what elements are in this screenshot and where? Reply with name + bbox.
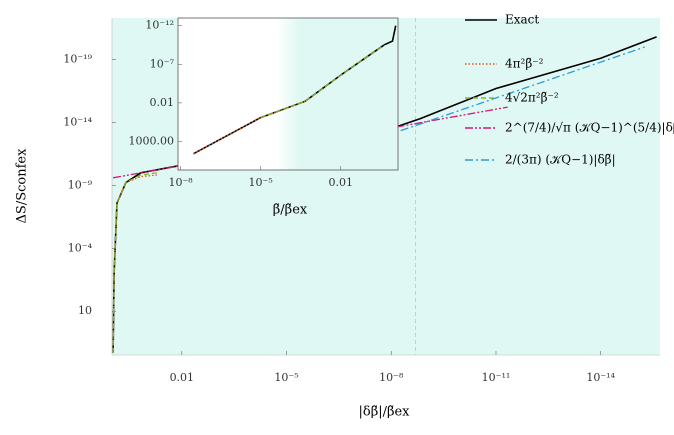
y-tick-label: 10⁻¹⁹ — [63, 53, 92, 66]
y-tick-label: 10⁻⁷ — [150, 57, 175, 70]
x-tick-label: 10⁻⁵ — [274, 371, 298, 384]
x-tick-label: 10⁻⁸ — [168, 176, 193, 189]
y-tick-label: 10⁻¹⁴ — [63, 115, 92, 128]
legend-label: Exact — [505, 13, 539, 27]
y-tick-label: 1000.00 — [129, 134, 175, 147]
series-line — [112, 172, 158, 353]
legend-label: 2/(3π) (𝒦Q−1)|δβ̃| — [505, 153, 616, 167]
x-tick-label: 0.01 — [170, 371, 195, 384]
series-line — [192, 100, 306, 155]
x-tick-label: 10⁻⁵ — [249, 176, 273, 189]
inset-plot: 10⁻⁸ 10⁻⁵ 0.01 1000.00 0.01 10⁻⁷ 10⁻¹² — [129, 19, 397, 189]
y-tick-label: 10⁻¹² — [145, 19, 174, 32]
main-plot: 0.01 10⁻⁵ 10⁻⁸ 10⁻¹¹ 10⁻¹⁴ 10 10⁻⁴ 10⁻⁹ 10⁻¹⁴ 10⁻… — [63, 18, 660, 384]
x-tick-label: 0.01 — [328, 176, 353, 189]
x-tick-label: 10⁻¹¹ — [482, 371, 511, 384]
x-axis-label: |δβ̃|/β̃ex — [358, 405, 410, 420]
legend-label: 4π²β̃⁻² — [505, 57, 544, 71]
y-tick-label: 10⁻⁴ — [68, 241, 93, 254]
x-tick-label: 10⁻⁸ — [379, 371, 404, 384]
inset-frame — [177, 17, 399, 171]
y-tick-label: 10 — [78, 304, 92, 317]
y-tick-label: 0.01 — [150, 96, 175, 109]
y-tick-label: 10⁻⁹ — [68, 178, 93, 191]
inset-x-label: β̃/β̃ex — [273, 203, 308, 218]
y-axis-label: ΔS/Sconfex — [15, 148, 30, 224]
x-tick-label: 10⁻¹⁴ — [586, 371, 615, 384]
legend-label: 4√2π²β̃⁻² — [505, 91, 559, 105]
legend-label: 2^(7/4)/√π (𝒦Q−1)^(5/4)|δβ̃|^(1/2) — [505, 121, 674, 135]
legend: Exact 4π²β̃⁻² 4√2π²β̃⁻² 2^(7/4)/√π (𝒦Q−1)^(… — [465, 13, 674, 167]
